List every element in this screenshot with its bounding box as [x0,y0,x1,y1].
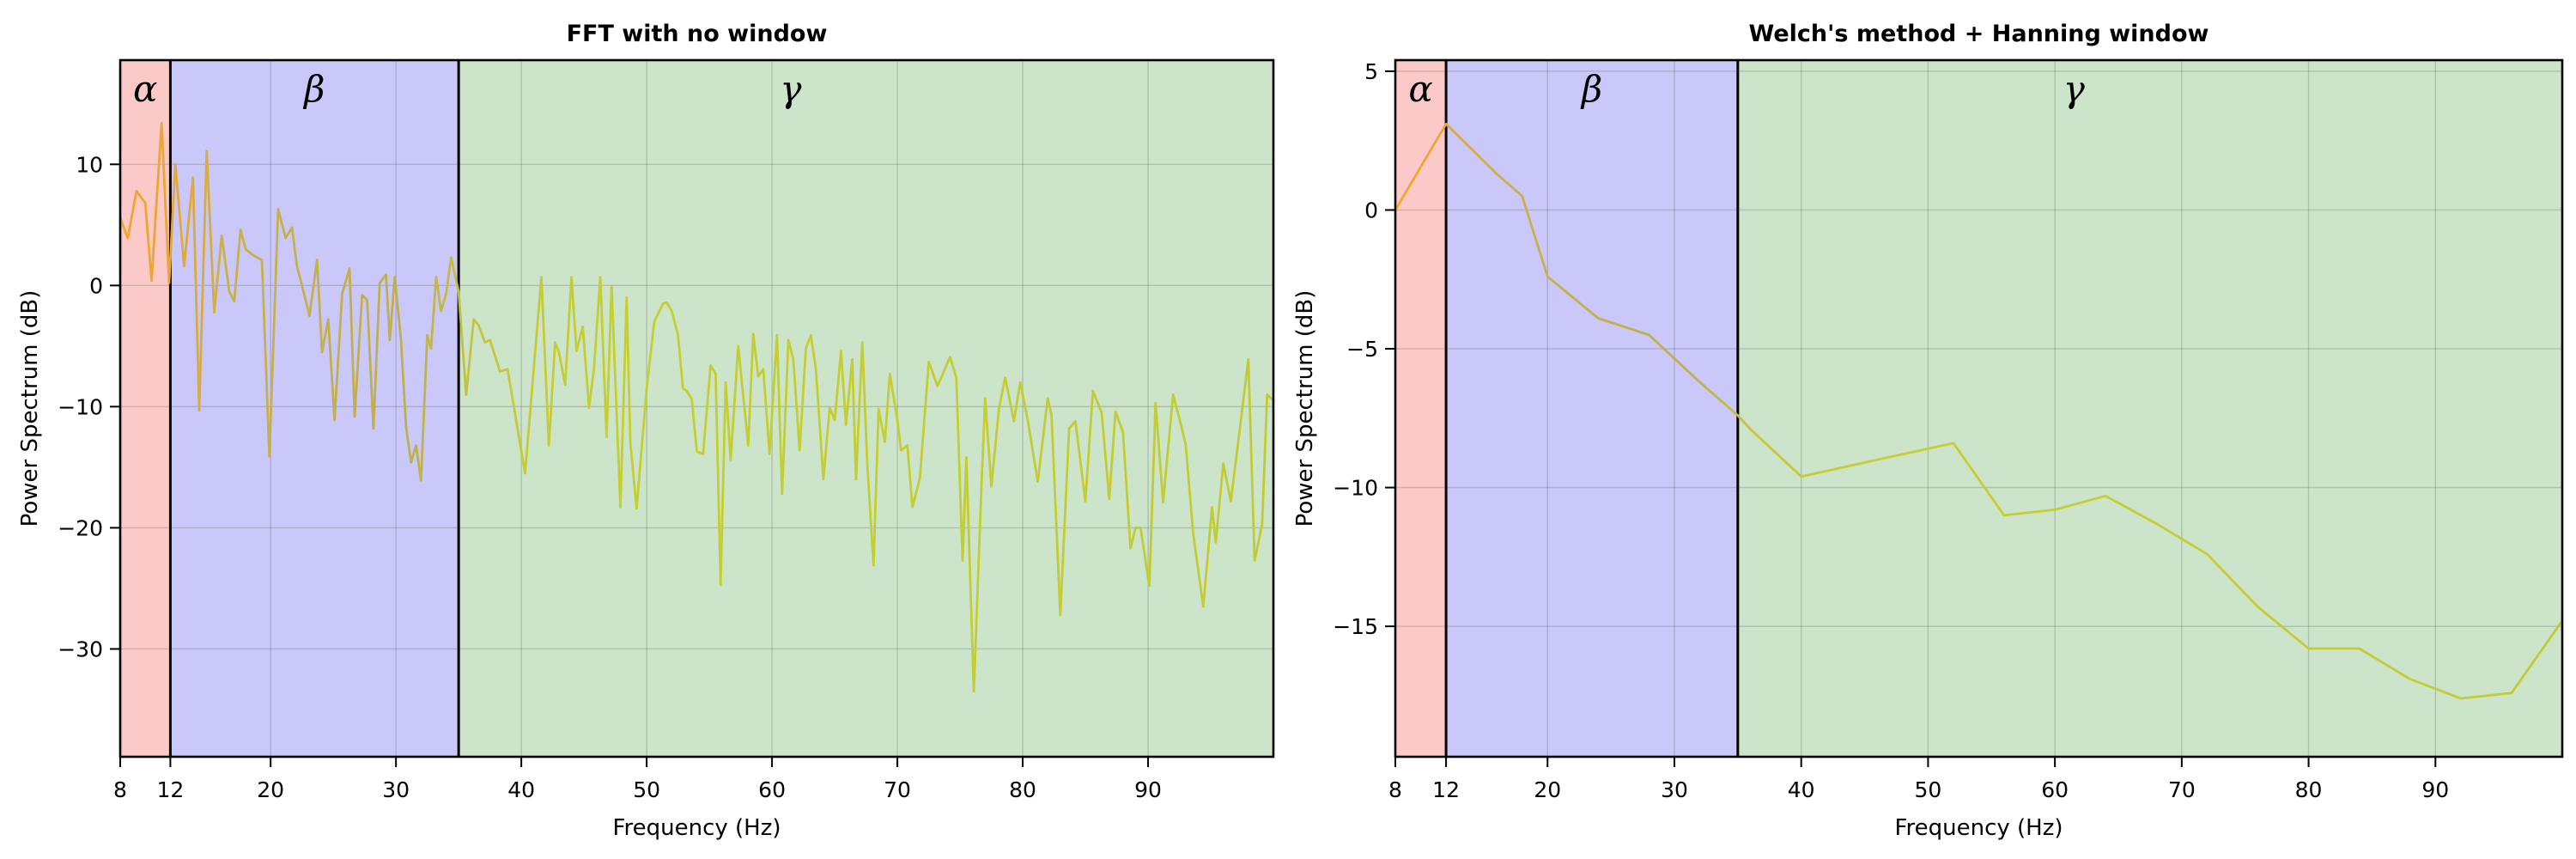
band-label-beta: β [302,68,325,110]
y-tick-label: −10 [58,394,103,419]
y-tick-label: −5 [1346,337,1378,362]
y-tick-label: 5 [1364,59,1378,84]
x-tick-label: 90 [2421,777,2449,802]
x-tick-label: 80 [1009,777,1036,802]
x-tick-label: 12 [1432,777,1460,802]
chart-title: FFT with no window [567,21,828,47]
x-tick-label: 80 [2295,777,2323,802]
x-tick-label: 40 [1788,777,1815,802]
band-gamma [1737,60,2562,757]
x-tick-label: 30 [1661,777,1688,802]
plot-border [1394,58,2564,758]
x-tick-label: 8 [1388,777,1402,802]
band-alpha [1395,60,1447,757]
x-tick-label: 60 [758,777,786,802]
band-beta [170,60,459,757]
y-tick-label: −15 [1333,614,1378,639]
x-tick-label: 12 [156,777,184,802]
band-alpha [120,60,171,757]
x-tick-label: 50 [1915,777,1942,802]
y-tick-label: −10 [1333,476,1378,501]
chart-title: Welch's method + Hanning window [1749,21,2209,47]
y-axis-label: Power Spectrum (dB) [17,290,43,527]
y-axis-label: Power Spectrum (dB) [1292,290,1318,527]
band-label-alpha: α [133,68,157,110]
plot-border [118,58,1275,758]
x-tick-label: 40 [507,777,535,802]
x-tick-label: 70 [884,777,911,802]
x-tick-label: 8 [113,777,127,802]
x-axis-label: Frequency (Hz) [1894,815,2063,841]
welch-power-spectrum-line [1394,122,2564,700]
x-tick-label: 90 [1134,777,1162,802]
y-tick-label: 0 [89,273,103,298]
band-label-alpha: α [1408,68,1432,110]
band-label-beta: β [1580,68,1602,110]
x-tick-label: 60 [2041,777,2069,802]
band-label-gamma: γ [2063,68,2086,110]
x-tick-label: 70 [2168,777,2196,802]
y-tick-label: −30 [58,637,103,661]
x-tick-label: 20 [1534,777,1561,802]
x-tick-label: 20 [257,777,284,802]
y-tick-label: −20 [58,515,103,540]
x-axis-label: Frequency (Hz) [612,815,781,841]
band-label-gamma: γ [780,68,802,110]
fft-power-spectrum-line [118,121,1275,693]
y-tick-label: 10 [76,152,103,177]
x-tick-label: 50 [633,777,660,802]
y-tick-label: 0 [1364,198,1378,222]
x-tick-label: 30 [382,777,410,802]
band-beta [1446,60,1738,757]
